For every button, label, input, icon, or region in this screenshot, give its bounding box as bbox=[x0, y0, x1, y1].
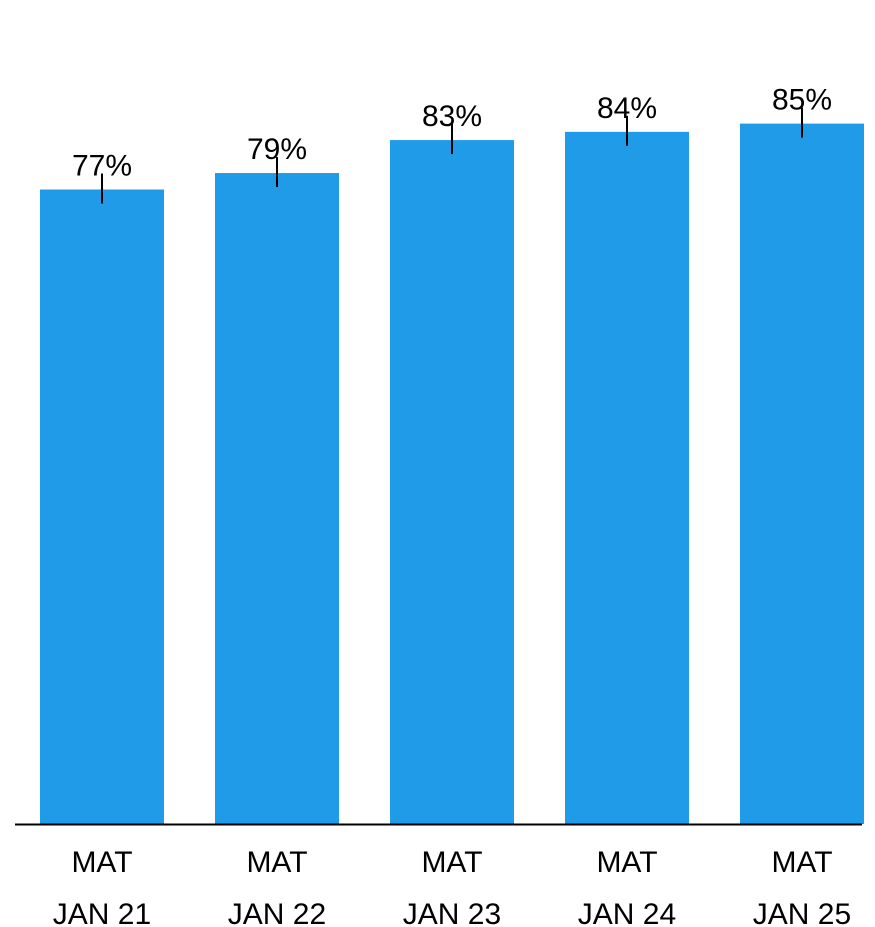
category-label-2: MAT JAN 22 bbox=[228, 846, 326, 927]
bar-1 bbox=[40, 189, 164, 824]
error-marks-group bbox=[101, 107, 803, 204]
bar-value-label-3: 83% bbox=[422, 100, 482, 133]
bar-value-label-5: 85% bbox=[772, 84, 832, 117]
bar-2 bbox=[215, 173, 339, 825]
bar-value-label-1: 77% bbox=[72, 150, 132, 183]
category-label-3: MAT JAN 23 bbox=[403, 846, 501, 927]
bars-group bbox=[40, 123, 864, 825]
category-label-5: MAT JAN 25 bbox=[753, 846, 851, 927]
category-label-4: MAT JAN 24 bbox=[578, 846, 676, 927]
category-label-1: MAT JAN 21 bbox=[53, 846, 151, 927]
bar-value-label-2: 79% bbox=[247, 133, 307, 166]
bar-4 bbox=[565, 131, 689, 825]
bar-3 bbox=[390, 140, 514, 824]
category-labels-group: MAT JAN 21 MAT JAN 22 MAT JAN 23 MAT JAN 24 MAT J… bbox=[53, 846, 851, 927]
value-labels-group: 77% 79% 83% 84% 85% bbox=[72, 84, 832, 183]
bar-value-label-4: 84% bbox=[597, 92, 657, 125]
bar-5 bbox=[740, 123, 864, 825]
